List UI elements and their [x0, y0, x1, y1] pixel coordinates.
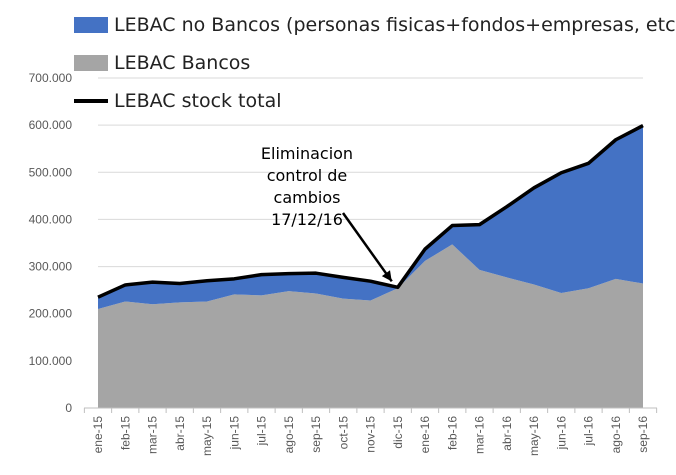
annotation-text: Eliminacion control de cambios 17/12/16: [260, 144, 354, 229]
x-tick-label: jul-15: [255, 416, 269, 447]
x-tick-label: mar-16: [473, 416, 487, 454]
legend-swatch-no-bancos: [74, 17, 108, 33]
x-tick-label: ago-15: [282, 416, 296, 454]
legend-swatch-bancos: [74, 55, 108, 71]
x-tick-label: dic-15: [391, 416, 405, 449]
x-tick-label: may-15: [200, 416, 214, 456]
x-tick-label: feb-15: [118, 416, 132, 450]
area-bancos: [98, 244, 643, 408]
x-tick-label: ene-15: [91, 416, 105, 454]
annotation-arrow: [341, 212, 393, 283]
y-tick-label: 400.000: [29, 212, 73, 226]
x-tick-label: jun-16: [554, 416, 568, 451]
area-no-bancos: [98, 125, 643, 309]
x-tick-label: sep-16: [636, 416, 650, 453]
legend-label-no-bancos: LEBAC no Bancos (personas fisicas+fondos…: [114, 14, 676, 36]
y-tick-label: 500.000: [29, 165, 73, 179]
y-tick-label: 100.000: [29, 354, 73, 368]
legend-item-bancos: LEBAC Bancos: [74, 44, 676, 82]
x-axis: ene-15 feb-15 mar-15 abr-15 may-15 jun-15 jul-…: [83, 407, 658, 456]
annotation-arrow-head: [381, 270, 392, 282]
y-tick-label: 600.000: [29, 118, 73, 132]
x-tick-label: feb-16: [445, 416, 459, 450]
y-tick-label: 300.000: [29, 260, 73, 274]
legend-swatch-stock-total: [74, 99, 108, 103]
line-series: [97, 124, 644, 299]
line-stock-total: [97, 124, 644, 299]
x-tick-label: sep-15: [309, 416, 323, 453]
y-tick-label: 700.000: [29, 71, 73, 85]
legend-label-stock-total: LEBAC stock total: [114, 90, 282, 112]
legend-item-stock-total: LEBAC stock total: [74, 82, 676, 120]
x-tick-label: mar-15: [146, 416, 160, 454]
y-tick-label: 0: [65, 401, 72, 415]
x-tick-label: ene-16: [418, 416, 432, 454]
legend: LEBAC no Bancos (personas fisicas+fondos…: [74, 6, 676, 120]
x-tick-label: abr-15: [173, 416, 187, 451]
x-tick-label: nov-15: [364, 416, 378, 453]
x-tick-label: ago-16: [609, 416, 623, 454]
annotation-arrow-line: [341, 212, 393, 283]
area-series: [98, 125, 643, 408]
legend-item-no-bancos: LEBAC no Bancos (personas fisicas+fondos…: [74, 6, 676, 44]
y-tick-label: 200.000: [29, 307, 73, 321]
x-tick-label: jun-15: [227, 416, 241, 451]
y-axis: 0 100.000 200.000 300.000 400.000 500.000 600.…: [29, 71, 73, 415]
x-tick-label: oct-15: [336, 416, 350, 450]
legend-label-bancos: LEBAC Bancos: [114, 52, 251, 74]
x-tick-label: may-16: [527, 416, 541, 456]
x-tick-label: jul-16: [582, 416, 596, 447]
x-tick-label: abr-16: [500, 416, 514, 451]
